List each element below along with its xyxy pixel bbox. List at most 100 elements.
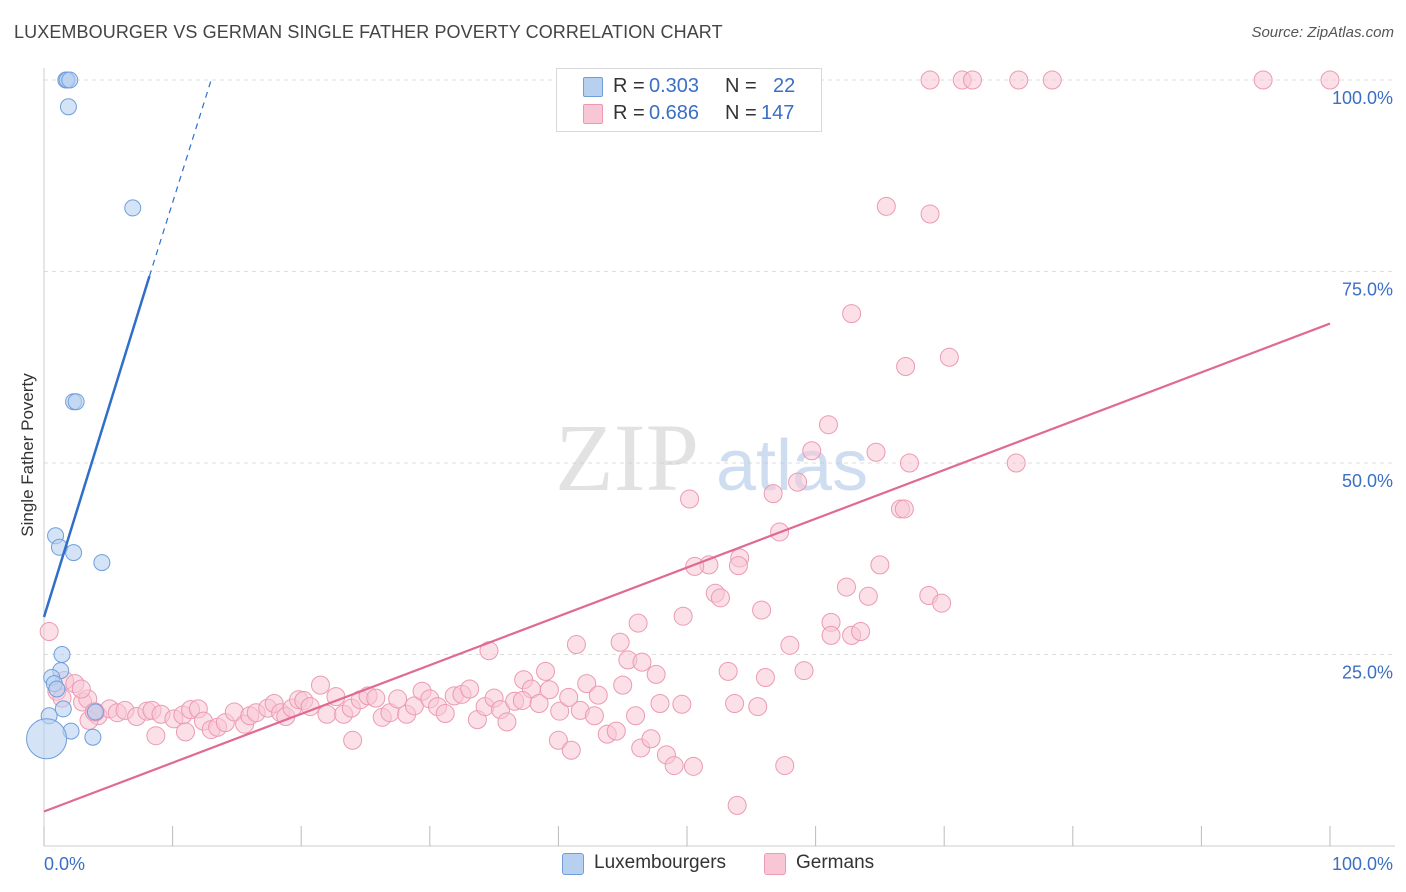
y-tick-label: 25.0% (1342, 663, 1393, 683)
german-point (899, 453, 919, 473)
luxembourger-points (26, 71, 142, 760)
german-point (1006, 453, 1026, 473)
luxembourger-point (54, 700, 72, 718)
chart-title: LUXEMBOURGER VS GERMAN SINGLE FATHER POV… (14, 22, 723, 42)
legend-n-label: N = (725, 75, 757, 97)
watermark: ZIP atlas (555, 404, 868, 511)
bottom-swatch-blue (562, 853, 584, 875)
german-point (818, 415, 838, 435)
german-point (613, 675, 633, 695)
legend-swatch-pink (583, 104, 603, 124)
german-point (1320, 70, 1340, 90)
german-point (388, 689, 408, 709)
german-point (788, 472, 808, 492)
luxembourger-point (93, 554, 111, 572)
german-point (366, 688, 386, 708)
german-point (802, 441, 822, 461)
legend-r-label: R = (613, 102, 645, 124)
german-point (1009, 70, 1029, 90)
german-point (606, 721, 626, 741)
german-point (870, 555, 890, 575)
german-point (39, 622, 59, 642)
luxembourger-point (124, 199, 142, 217)
legend-n-value: 147 (761, 102, 795, 124)
luxembourger-point (84, 728, 102, 746)
legend-r-label: R = (613, 75, 645, 97)
bottom-legend-label: Luxembourgers (594, 852, 727, 873)
german-point (896, 356, 916, 376)
german-point (317, 704, 337, 724)
german-point (435, 703, 455, 723)
german-point (673, 606, 693, 626)
german-point (497, 712, 517, 732)
x-tick-label: 100.0% (1332, 854, 1393, 874)
german-point (512, 690, 532, 710)
tick-labels: 25.0% 50.0% 75.0% 100.0% 0.0% 100.0% (44, 88, 1393, 874)
german-point (894, 499, 914, 519)
german-point (460, 679, 480, 699)
luxembourger-point (26, 718, 68, 760)
bottom-legend-label: Germans (796, 852, 875, 873)
german-point (939, 347, 959, 367)
german-point (146, 726, 166, 746)
german-point (1253, 70, 1273, 90)
german-point (821, 625, 841, 645)
german-point (577, 674, 597, 694)
german-point (920, 204, 940, 224)
y-tick-label: 50.0% (1342, 471, 1393, 491)
german-point (1042, 70, 1062, 90)
source-label: Source: ZipAtlas.com (1251, 24, 1394, 41)
german-point (559, 687, 579, 707)
german-point (836, 577, 856, 597)
german-point (584, 706, 604, 726)
watermark-atlas: atlas (716, 426, 868, 506)
german-point (628, 613, 648, 633)
german-point (539, 680, 559, 700)
german-point (962, 70, 982, 90)
german-point (343, 730, 363, 750)
german-point (680, 489, 700, 509)
german-point (550, 701, 570, 721)
y-tick-label: 100.0% (1332, 88, 1393, 108)
german-point (725, 694, 745, 714)
trend-lines (42, 79, 1331, 813)
german-point (710, 588, 730, 608)
legend-r-value: 0.686 (649, 102, 700, 124)
y-tick-label: 75.0% (1342, 280, 1393, 300)
german-trend-line (43, 322, 1331, 813)
german-point (664, 756, 684, 776)
german-point (763, 484, 783, 504)
german-point (650, 694, 670, 714)
correlation-legend: R = 0.303 N = 22 R = 0.686 N = 147 (556, 68, 822, 132)
german-point (932, 593, 952, 613)
german-point (641, 729, 661, 749)
german-point (588, 685, 608, 705)
german-point (842, 304, 862, 324)
german-point (755, 667, 775, 687)
luxembourger-trend-extension (148, 79, 212, 277)
luxembourger-point (65, 544, 83, 562)
german-point (310, 675, 330, 695)
german-point (561, 740, 581, 760)
german-point (920, 70, 940, 90)
legend-r-value: 0.303 (649, 75, 700, 97)
german-point (536, 661, 556, 681)
bottom-swatch-pink (764, 853, 786, 875)
german-point (632, 652, 652, 672)
german-point (780, 635, 800, 655)
watermark-zip: ZIP (555, 404, 699, 511)
luxembourger-point (59, 98, 77, 116)
german-point (748, 697, 768, 717)
german-point (683, 756, 703, 776)
german-point (566, 635, 586, 655)
german-point (610, 632, 630, 652)
german-point (548, 730, 568, 750)
luxembourger-point (53, 646, 71, 663)
german-point (672, 694, 692, 714)
grid-lines (44, 79, 1395, 655)
legend-n-label: N = (725, 102, 757, 124)
x-tick-label: 0.0% (44, 854, 85, 874)
luxembourger-point (67, 393, 85, 411)
german-point (71, 679, 91, 699)
